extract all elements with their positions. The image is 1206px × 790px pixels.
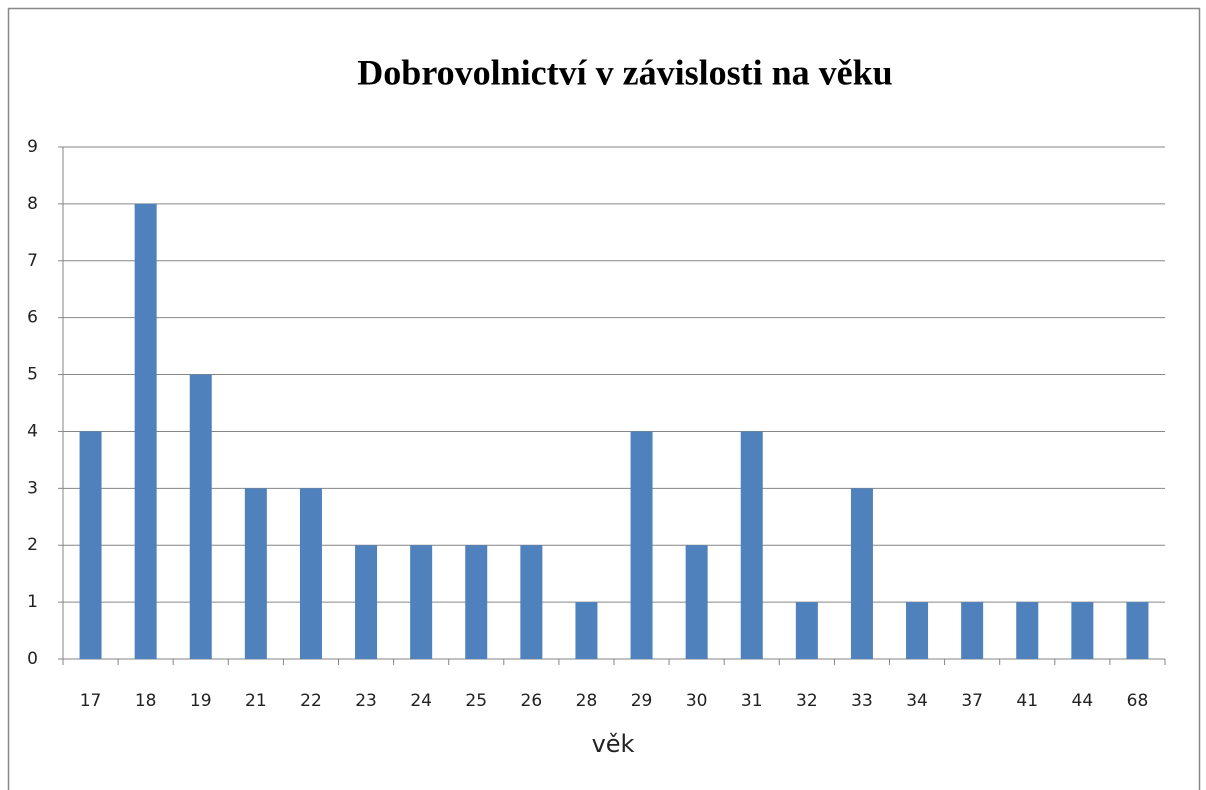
bar — [850, 488, 873, 659]
x-tick-label: 34 — [906, 691, 928, 711]
bar — [189, 374, 212, 659]
bar — [575, 602, 598, 659]
x-tick-label: 24 — [410, 691, 432, 711]
bar — [685, 545, 708, 659]
x-tick-label: 22 — [300, 691, 322, 711]
bar — [961, 602, 984, 659]
x-tick-label: 44 — [1072, 691, 1094, 711]
x-tick-label: 41 — [1016, 691, 1038, 711]
bar — [520, 545, 543, 659]
x-tick-label: 23 — [355, 691, 377, 711]
x-tick-label: 28 — [576, 691, 598, 711]
x-tick-label: 31 — [741, 691, 763, 711]
bar — [630, 431, 653, 659]
chart-title: Dobrovolnictví v závislosti na věku — [357, 52, 892, 92]
x-axis-label: věk — [592, 730, 635, 758]
x-tick-label: 37 — [961, 691, 983, 711]
x-tick-label: 32 — [796, 691, 818, 711]
y-tick-label: 5 — [27, 365, 38, 385]
y-tick-label: 8 — [27, 194, 38, 214]
y-tick-label: 3 — [27, 478, 38, 498]
bar — [795, 602, 818, 659]
bar — [1071, 602, 1094, 659]
x-tick-label: 25 — [465, 691, 487, 711]
y-tick-label: 0 — [27, 649, 38, 669]
bar — [1126, 602, 1149, 659]
x-tick-label: 18 — [135, 691, 157, 711]
bar — [79, 431, 102, 659]
x-tick-label: 33 — [851, 691, 873, 711]
x-tick-label: 68 — [1127, 691, 1149, 711]
y-tick-label: 2 — [27, 535, 38, 555]
bar — [740, 431, 763, 659]
bar — [465, 545, 488, 659]
y-tick-label: 6 — [27, 308, 38, 328]
bar — [299, 488, 322, 659]
bar — [906, 602, 929, 659]
x-tick-label: 29 — [631, 691, 653, 711]
x-tick-label: 17 — [80, 691, 102, 711]
bar — [1016, 602, 1039, 659]
x-tick-label: 19 — [190, 691, 212, 711]
y-tick-label: 4 — [27, 421, 38, 441]
bar — [134, 203, 157, 659]
y-tick-label: 1 — [27, 592, 38, 612]
y-tick-label: 9 — [27, 137, 38, 157]
chart-frame — [7, 7, 1201, 790]
x-tick-label: 30 — [686, 691, 708, 711]
y-tick-label: 7 — [27, 251, 38, 271]
bar — [355, 545, 378, 659]
bar — [244, 488, 267, 659]
bar — [410, 545, 433, 659]
x-tick-label: 21 — [245, 691, 267, 711]
x-tick-label: 26 — [521, 691, 543, 711]
